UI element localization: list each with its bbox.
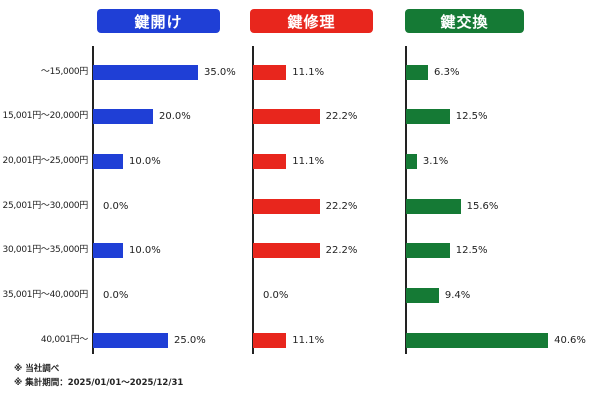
note-period: ※ 集計期間：2025/01/01～2025/12/31 (14, 378, 184, 388)
value-label-p3-4: 15.6% (466, 200, 499, 212)
bar-p1-5 (93, 242, 123, 258)
bar-p3-4 (406, 198, 461, 214)
value-label-p2-7: 11.1% (292, 334, 325, 346)
value-label-p2-3: 11.1% (292, 155, 325, 167)
category-label-1: ～15,000円 (40, 67, 88, 77)
panel-title-1: 鍵開け (97, 9, 220, 33)
bar-p2-1 (253, 64, 287, 80)
value-label-p1-5: 10.0% (129, 244, 161, 256)
panel-axis-2 (252, 46, 254, 354)
value-label-p1-7: 25.0% (174, 334, 206, 346)
panel-title-2: 鍵修理 (250, 9, 373, 33)
bar-p3-2 (406, 108, 450, 124)
bar-p2-2 (253, 108, 320, 124)
note-source: ※ 当社調べ (14, 364, 60, 374)
bar-p3-7 (406, 332, 549, 348)
category-label-4: 25,001円～30,000円 (2, 201, 89, 211)
value-label-p3-6: 9.4% (444, 289, 471, 301)
category-label-2: 15,001円～20,000円 (2, 111, 89, 121)
bar-p3-1 (406, 64, 429, 80)
bar-p1-2 (93, 108, 153, 124)
category-label-7: 40,001円～ (40, 335, 88, 345)
panel-axis-1 (92, 46, 94, 354)
value-label-p2-2: 22.2% (325, 110, 358, 122)
bar-p2-3 (253, 153, 287, 169)
value-label-p2-4: 22.2% (325, 200, 358, 212)
value-label-p2-6: 0.0% (263, 289, 289, 301)
value-label-p2-5: 22.2% (325, 244, 358, 256)
value-label-p1-3: 10.0% (129, 155, 161, 167)
category-label-3: 20,001円～25,000円 (2, 156, 89, 166)
value-label-p1-4: 0.0% (103, 200, 129, 212)
bar-p3-3 (406, 153, 417, 169)
category-label-5: 30,001円～35,000円 (2, 245, 89, 255)
bar-p1-7 (93, 332, 168, 348)
value-label-p1-6: 0.0% (103, 289, 129, 301)
value-label-p3-3: 3.1% (422, 155, 449, 167)
panel-title-3: 鍵交換 (405, 9, 524, 33)
value-label-p1-1: 35.0% (204, 66, 236, 78)
bar-p2-4 (253, 198, 320, 214)
value-label-p3-7: 40.6% (554, 334, 586, 346)
bar-p3-6 (406, 287, 439, 303)
value-label-p3-1: 6.3% (434, 66, 460, 78)
bar-p2-5 (253, 242, 320, 258)
panel-axis-3 (405, 46, 407, 354)
value-label-p2-1: 11.1% (292, 66, 325, 78)
bar-p2-7 (253, 332, 287, 348)
category-label-6: 35,001円～40,000円 (2, 290, 89, 300)
bar-p1-3 (93, 153, 123, 169)
value-label-p3-2: 12.5% (455, 110, 488, 122)
value-label-p3-5: 12.5% (455, 244, 488, 256)
value-label-p1-2: 20.0% (159, 110, 191, 122)
bar-p3-5 (406, 242, 450, 258)
bar-p1-1 (93, 64, 198, 80)
